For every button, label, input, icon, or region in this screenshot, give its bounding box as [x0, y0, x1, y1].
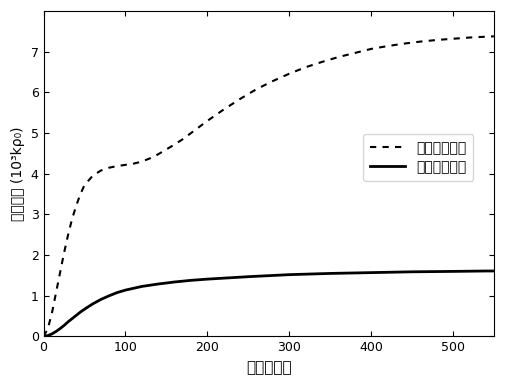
- 改进冷却工艺: [491, 269, 497, 273]
- 常规冷却工艺: [196, 125, 202, 129]
- 常规冷却工艺: [61, 251, 67, 256]
- 改进冷却工艺: [204, 277, 210, 281]
- 常规冷却工艺: [433, 38, 439, 42]
- 常规冷却工艺: [155, 152, 161, 157]
- 改进冷却工艺: [327, 271, 333, 276]
- Legend: 常规冷却工艺, 改进冷却工艺: 常规冷却工艺, 改进冷却工艺: [364, 134, 473, 181]
- 改进冷却工艺: [188, 278, 194, 283]
- 常规冷却工艺: [351, 51, 358, 55]
- 常规冷却工艺: [450, 36, 456, 41]
- 改进冷却工艺: [57, 327, 63, 331]
- 常规冷却工艺: [221, 107, 227, 112]
- 常规冷却工艺: [491, 34, 497, 39]
- 改进冷却工艺: [245, 274, 251, 279]
- 改进冷却工艺: [77, 310, 83, 314]
- 常规冷却工艺: [139, 159, 145, 164]
- 常规冷却工艺: [302, 65, 309, 69]
- 常规冷却工艺: [270, 79, 276, 83]
- 常规冷却工艺: [73, 203, 79, 208]
- 改进冷却工艺: [172, 280, 178, 284]
- 常规冷却工艺: [122, 163, 128, 167]
- 常规冷却工艺: [81, 183, 87, 188]
- 常规冷却工艺: [417, 39, 423, 44]
- 改进冷却工艺: [89, 301, 95, 306]
- 常规冷却工艺: [204, 119, 210, 123]
- 常规冷却工艺: [57, 271, 63, 276]
- 常规冷却工艺: [483, 34, 489, 39]
- 改进冷却工艺: [368, 270, 374, 275]
- 常规冷却工艺: [254, 87, 260, 91]
- 改进冷却工艺: [106, 293, 112, 298]
- 改进冷却工艺: [69, 316, 75, 321]
- 改进冷却工艺: [40, 334, 46, 339]
- 改进冷却工艺: [61, 323, 67, 328]
- 改进冷却工艺: [44, 334, 50, 338]
- 常规冷却工艺: [319, 59, 325, 64]
- 改进冷却工艺: [483, 269, 489, 273]
- 改进冷却工艺: [73, 313, 79, 318]
- 常规冷却工艺: [106, 165, 112, 170]
- 常规冷却工艺: [180, 137, 186, 142]
- 常规冷却工艺: [335, 55, 341, 59]
- 改进冷却工艺: [409, 269, 415, 274]
- 常规冷却工艺: [114, 164, 120, 168]
- 常规冷却工艺: [188, 131, 194, 135]
- 改进冷却工艺: [155, 282, 161, 286]
- 常规冷却工艺: [286, 71, 292, 76]
- 常规冷却工艺: [98, 168, 104, 173]
- 改进冷却工艺: [81, 307, 87, 312]
- Line: 改进冷却工艺: 改进冷却工艺: [43, 271, 494, 337]
- 常规冷却工艺: [237, 96, 243, 101]
- 改进冷却工艺: [65, 320, 71, 324]
- 常规冷却工艺: [77, 192, 83, 196]
- 改进冷却工艺: [450, 269, 456, 274]
- 常规冷却工艺: [44, 327, 50, 332]
- Line: 常规冷却工艺: 常规冷却工艺: [43, 36, 494, 337]
- 常规冷却工艺: [163, 147, 169, 152]
- 常规冷却工艺: [401, 41, 407, 46]
- 常规冷却工艺: [89, 174, 95, 178]
- 改进冷却工艺: [98, 297, 104, 302]
- X-axis label: 时间（分）: 时间（分）: [246, 360, 291, 375]
- 改进冷却工艺: [139, 284, 145, 289]
- 常规冷却工艺: [53, 291, 59, 296]
- 常规冷却工艺: [40, 334, 46, 339]
- 改进冷却工艺: [286, 273, 292, 277]
- 改进冷却工艺: [53, 329, 59, 334]
- 改进冷却工艺: [114, 290, 120, 295]
- 常规冷却工艺: [69, 216, 75, 221]
- Y-axis label: 位错密度 (10³kρ₀): 位错密度 (10³kρ₀): [11, 127, 25, 221]
- 常规冷却工艺: [65, 232, 71, 237]
- 改进冷却工艺: [122, 288, 128, 293]
- 常规冷却工艺: [131, 161, 137, 166]
- 常规冷却工艺: [48, 312, 55, 317]
- 常规冷却工艺: [147, 156, 153, 161]
- 常规冷却工艺: [466, 35, 472, 40]
- 常规冷却工艺: [172, 142, 178, 147]
- 常规冷却工艺: [368, 47, 374, 51]
- 改进冷却工艺: [48, 332, 55, 336]
- 常规冷却工艺: [384, 44, 390, 48]
